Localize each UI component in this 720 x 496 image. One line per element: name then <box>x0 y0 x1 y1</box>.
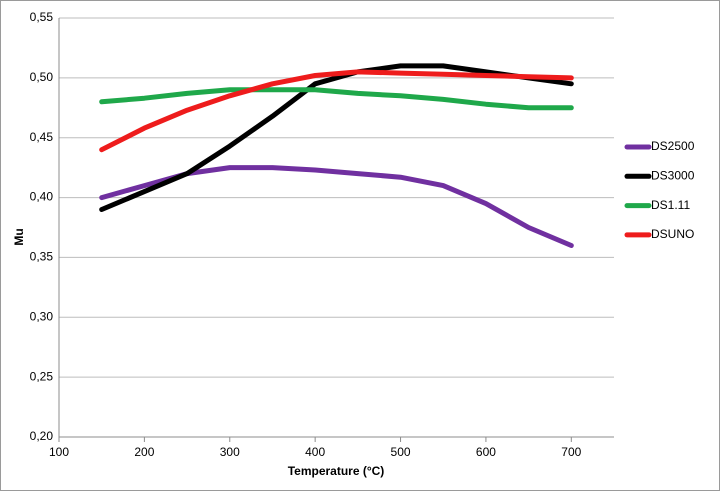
y-tick-label: 0,45 <box>30 130 54 144</box>
legend-label: DS2500 <box>651 139 695 153</box>
series-line <box>99 63 574 212</box>
series-line <box>99 87 574 111</box>
legend-label: DSUNO <box>651 227 694 241</box>
x-tick-label: 200 <box>134 445 154 459</box>
x-tick-label: 500 <box>391 445 411 459</box>
y-tick-label: 0,25 <box>30 369 54 383</box>
y-tick-label: 0,55 <box>30 10 54 24</box>
y-tick-label: 0,40 <box>30 190 54 204</box>
y-axis-title: Mu <box>12 228 26 245</box>
x-axis-title: Temperature (°C) <box>288 464 385 478</box>
y-tick-label: 0,20 <box>30 429 54 443</box>
series-line <box>99 69 574 153</box>
y-tick-label: 0,30 <box>30 309 54 323</box>
legend-label: DS3000 <box>651 168 695 182</box>
x-tick-label: 300 <box>220 445 240 459</box>
x-tick-label: 600 <box>476 445 496 459</box>
x-tick-label: 100 <box>49 445 69 459</box>
x-tick-label: 400 <box>305 445 325 459</box>
y-tick-label: 0,50 <box>30 70 54 84</box>
x-tick-label: 700 <box>561 445 581 459</box>
y-tick-label: 0,35 <box>30 250 54 264</box>
legend-label: DS1.11 <box>651 198 690 212</box>
